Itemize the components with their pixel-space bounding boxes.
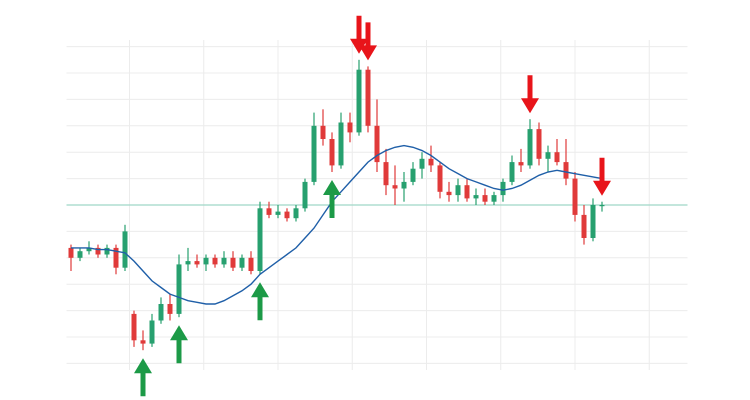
candle-body xyxy=(113,247,119,268)
candle-body xyxy=(590,205,596,238)
candle-body xyxy=(311,125,317,182)
candle-body xyxy=(482,195,488,202)
candle-body xyxy=(392,185,398,189)
candle-body xyxy=(122,231,128,268)
sell-arrow xyxy=(521,75,539,114)
candle-body xyxy=(419,158,425,169)
candle-body xyxy=(473,195,479,199)
candle-body xyxy=(149,320,155,344)
sell-arrow xyxy=(359,22,377,61)
candle-body xyxy=(338,122,344,166)
candle-body xyxy=(185,261,191,265)
candle-body xyxy=(293,208,299,219)
candle-body xyxy=(266,208,272,215)
candle-body xyxy=(140,340,146,344)
candle-body xyxy=(275,211,281,215)
candle-body xyxy=(563,162,569,179)
buy-arrow xyxy=(134,358,152,397)
buy-arrow xyxy=(251,282,269,321)
candle-body xyxy=(554,152,560,163)
candle-body xyxy=(347,122,353,133)
candle-body xyxy=(599,205,605,207)
candle-body xyxy=(284,211,290,219)
candle-body xyxy=(221,257,227,265)
candle-body xyxy=(158,304,164,321)
candle-body xyxy=(104,247,110,255)
candle-body xyxy=(248,257,254,271)
candle-body xyxy=(230,257,236,268)
candle-body xyxy=(302,181,308,209)
candle-body xyxy=(536,129,542,159)
candle-body xyxy=(572,178,578,215)
candle-body xyxy=(194,261,200,265)
candle-body xyxy=(500,181,506,196)
candle-body xyxy=(581,214,587,238)
candle-body xyxy=(212,257,218,265)
candle-body xyxy=(86,247,92,252)
candle-body xyxy=(68,247,74,258)
moving-average-line xyxy=(71,144,603,305)
candle-body xyxy=(329,139,335,166)
candle-body xyxy=(518,162,524,166)
candle-body xyxy=(545,152,551,159)
candle-body xyxy=(320,125,326,139)
buy-arrow xyxy=(170,325,188,364)
candle-body xyxy=(491,195,497,202)
candle-body xyxy=(239,257,245,268)
sell-arrow xyxy=(350,15,368,54)
candle-body xyxy=(527,129,533,166)
candle-body xyxy=(446,191,452,196)
candle-body xyxy=(77,251,83,258)
candle-body xyxy=(203,257,209,265)
sell-arrow xyxy=(593,157,611,196)
candle-body xyxy=(464,185,470,199)
candle-body xyxy=(410,168,416,182)
candle-body xyxy=(509,162,515,182)
buy-arrow xyxy=(323,180,341,218)
candle-body xyxy=(356,69,362,133)
candle-body xyxy=(428,158,434,166)
candle-body xyxy=(167,304,173,314)
candle-body xyxy=(401,181,407,189)
candle-body xyxy=(365,69,371,126)
candle-body xyxy=(131,313,137,341)
candle-body xyxy=(176,264,182,314)
candle-body xyxy=(437,165,443,192)
candle-body xyxy=(257,208,263,271)
candle-body xyxy=(374,125,380,163)
candle-body xyxy=(383,162,389,186)
candle-body xyxy=(95,247,101,255)
candle-body xyxy=(455,185,461,196)
